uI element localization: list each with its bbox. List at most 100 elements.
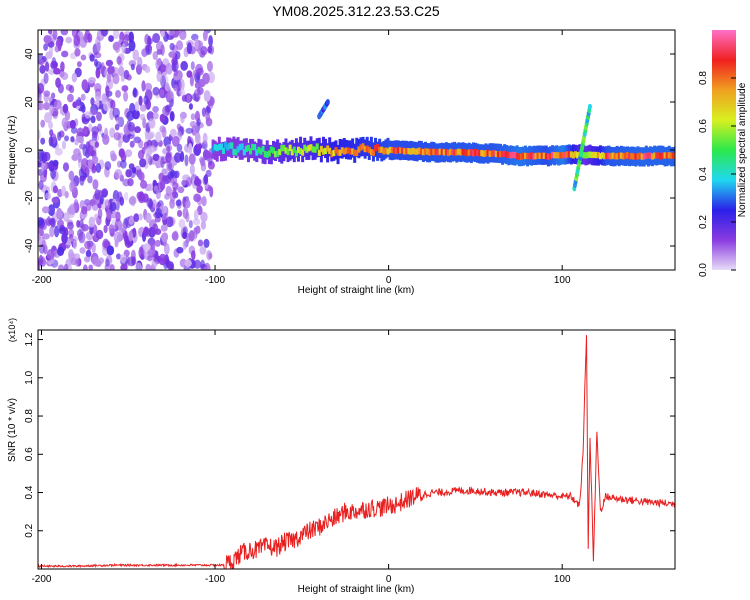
noise-speck (188, 230, 195, 242)
noise-speck (202, 72, 210, 85)
noise-speck (128, 196, 137, 205)
noise-speck (95, 61, 102, 70)
ridge-core (530, 152, 534, 159)
noise-speck (206, 250, 212, 261)
ridge-halo (351, 138, 355, 158)
noise-speck (182, 174, 191, 181)
noise-speck (133, 136, 142, 144)
noise-speck (144, 227, 152, 237)
noise-speck (129, 140, 135, 148)
noise-speck (132, 227, 137, 238)
noise-speck (164, 82, 170, 92)
ridge-halo (234, 138, 238, 158)
noise-speck (141, 80, 146, 92)
noise-speck (81, 205, 88, 215)
ridge-core (630, 152, 634, 160)
noise-speck (114, 123, 120, 131)
ridge-core (413, 148, 417, 155)
ridge-core (440, 148, 444, 155)
noise-speck (171, 231, 179, 241)
noise-speck (161, 168, 168, 175)
ridge-core (338, 149, 342, 156)
ridge-core (267, 150, 271, 157)
noise-speck (184, 259, 192, 268)
noise-speck (70, 136, 75, 143)
noise-speck (166, 89, 173, 102)
noise-speck (87, 243, 92, 251)
noise-speck (162, 148, 168, 155)
noise-speck (58, 226, 66, 235)
ridge-core (228, 142, 232, 149)
noise-speck (159, 88, 165, 98)
ridge-core (357, 146, 361, 153)
noise-speck (132, 49, 140, 61)
ridge-core (571, 152, 575, 159)
noise-speck (143, 243, 151, 252)
ridge-halo (282, 141, 286, 162)
noise-speck (99, 194, 104, 205)
noise-speck (53, 99, 62, 110)
noise-speck (196, 184, 203, 194)
ridge-core (403, 148, 407, 155)
ridge-halo (342, 138, 346, 158)
noise-speck (174, 170, 180, 179)
ridge-halo (240, 140, 244, 160)
noise-speck (47, 30, 53, 35)
ridge-core (251, 143, 255, 151)
ridge-core (392, 147, 396, 154)
noise-speck (147, 255, 153, 262)
noise-speck (53, 67, 61, 75)
ridge-core (309, 144, 313, 151)
noise-speck (124, 34, 130, 41)
ridge-core (438, 148, 442, 155)
noise-speck (82, 264, 88, 270)
noise-speck (94, 189, 101, 200)
noise-speck (40, 137, 46, 145)
noise-speck (169, 263, 175, 270)
ridge-core (517, 153, 521, 160)
noise-speck (64, 191, 69, 199)
noise-speck (148, 183, 154, 191)
noise-speck (201, 196, 207, 207)
noise-speck (159, 253, 167, 262)
ridge-core (551, 151, 555, 159)
noise-speck (155, 41, 164, 52)
ridge-core (274, 151, 278, 158)
ridge-halo (319, 143, 323, 163)
ridge-halo (328, 137, 332, 157)
noise-speck (61, 50, 69, 58)
ridge-core (492, 150, 496, 157)
noise-speck (84, 111, 91, 119)
noise-speck (94, 213, 99, 222)
snr-ytick-label: 1.2 (24, 332, 35, 346)
ridge-core (582, 152, 586, 159)
ridge-core (253, 144, 257, 151)
noise-speck (96, 41, 101, 53)
noise-speck (57, 39, 62, 52)
noise-speck (105, 85, 110, 95)
noise-speck (87, 175, 93, 184)
ridge-core (363, 145, 367, 153)
ridge-core (638, 152, 642, 159)
ridge-halo (338, 138, 342, 159)
ridge-core (313, 146, 317, 153)
noise-speck (160, 156, 165, 169)
ridge-core (371, 149, 375, 156)
ridge-core (421, 148, 425, 156)
noise-speck (194, 38, 199, 50)
noise-speck (74, 48, 81, 57)
ridge-core (476, 149, 480, 156)
spectrogram-ylabel: Frequency (Hz) (7, 116, 18, 185)
colorbar-tick-label: 0.6 (698, 119, 709, 133)
noise-speck (83, 256, 91, 263)
ridge-halo (276, 139, 280, 159)
ridge-core (388, 146, 392, 154)
noise-speck (67, 205, 76, 216)
ridge-core (367, 146, 371, 154)
noise-speck (171, 136, 180, 147)
noise-speck (61, 117, 69, 129)
ridge-core (340, 147, 344, 154)
ridge-core (217, 143, 221, 151)
ridge-core (353, 149, 357, 157)
noise-speck (168, 51, 176, 59)
